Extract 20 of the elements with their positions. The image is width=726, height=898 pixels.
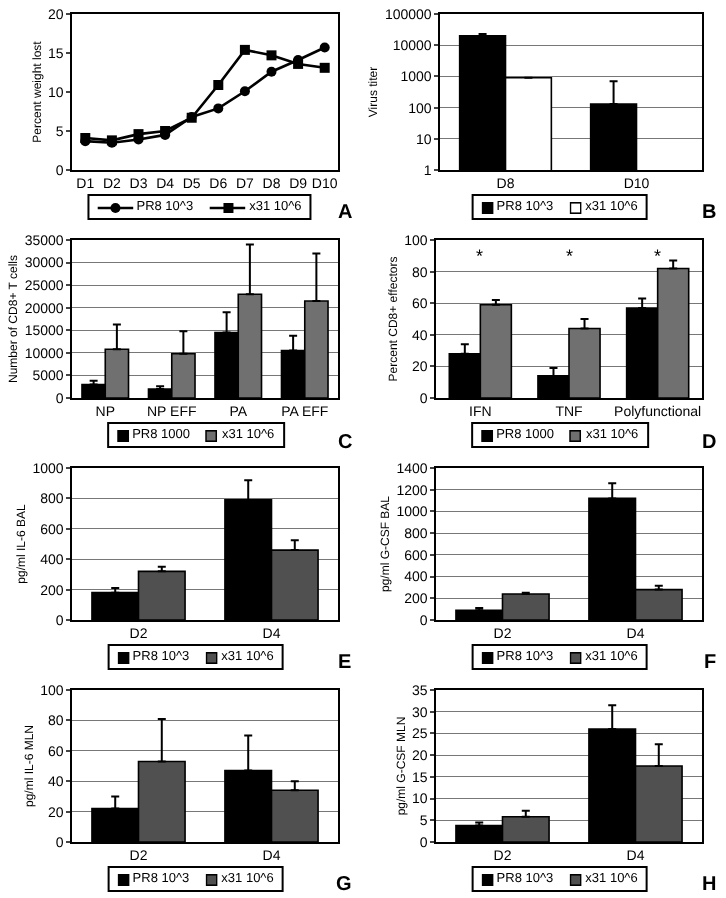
annotation: * xyxy=(654,246,662,266)
point xyxy=(319,62,330,73)
text: G xyxy=(336,874,352,896)
point xyxy=(239,86,250,97)
point xyxy=(266,50,277,61)
point xyxy=(239,44,250,55)
annotation: * xyxy=(566,246,574,266)
text: H xyxy=(702,874,717,896)
point xyxy=(133,129,144,140)
point xyxy=(266,66,277,77)
text: B xyxy=(702,202,717,224)
text: F xyxy=(704,652,717,674)
point xyxy=(213,79,224,90)
text: D xyxy=(702,432,717,454)
annotation: * xyxy=(476,246,484,266)
point xyxy=(213,103,224,114)
text: A xyxy=(338,202,353,224)
text: C xyxy=(338,432,353,454)
point xyxy=(319,42,330,53)
text: E xyxy=(338,652,352,674)
